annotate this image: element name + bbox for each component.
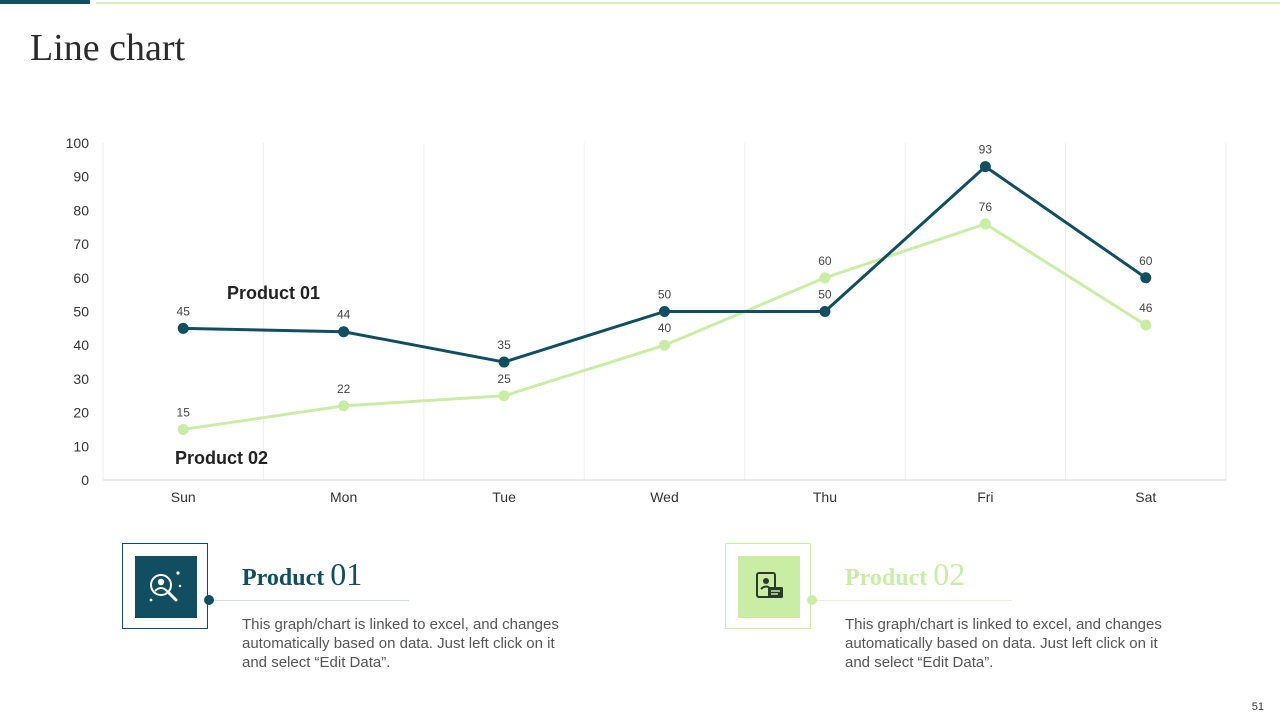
x-tick-label: Fri	[977, 489, 993, 505]
data-label: 50	[818, 288, 832, 302]
data-point	[338, 326, 350, 338]
product-01-title: Product 01	[242, 556, 363, 592]
id-card-document-icon	[738, 556, 800, 618]
y-tick-label: 70	[73, 236, 89, 252]
top-accent-line	[96, 2, 1280, 4]
data-point	[498, 390, 510, 402]
person-search-icon	[135, 556, 197, 618]
data-point	[819, 272, 831, 284]
y-tick-label: 30	[73, 371, 89, 387]
data-label: 60	[1139, 254, 1153, 268]
y-tick-label: 60	[73, 270, 89, 286]
line-chart[interactable]: 0 10 20 30 40 50 60 70 80 90 100 Sun Mon Tue Wed Thu Fri…	[0, 0, 1280, 520]
data-point	[177, 423, 189, 435]
product-01-description: This graph/chart is linked to excel, and…	[242, 616, 559, 671]
data-label: 46	[1139, 301, 1153, 315]
data-point	[1140, 272, 1152, 284]
data-point	[338, 400, 350, 412]
data-label: 22	[337, 382, 351, 396]
page-number: 51	[1251, 701, 1264, 713]
data-label: 35	[497, 338, 511, 352]
data-point	[659, 339, 670, 351]
data-point	[819, 306, 831, 317]
x-tick-label: Mon	[330, 489, 357, 505]
data-point	[1140, 319, 1152, 331]
product-02-title: Product 02	[845, 556, 966, 592]
series-label-product-02: Product 02	[175, 448, 268, 468]
y-tick-label: 100	[66, 135, 90, 151]
x-tick-label: Sat	[1135, 489, 1156, 505]
y-tick-label: 20	[73, 405, 89, 421]
data-point	[979, 161, 991, 173]
data-label: 50	[658, 288, 672, 302]
product-02-connector-dot	[807, 595, 817, 605]
data-label: 76	[979, 200, 993, 214]
x-tick-label: Thu	[813, 489, 837, 505]
product-01-connector-dot	[204, 595, 214, 605]
product-01-icon-frame	[122, 543, 208, 629]
y-tick-label: 0	[81, 472, 89, 488]
data-point	[979, 218, 991, 230]
data-point	[498, 356, 510, 368]
data-label: 40	[658, 321, 672, 335]
x-tick-label: Wed	[650, 489, 679, 505]
x-tick-label: Sun	[171, 489, 196, 505]
data-label: 25	[497, 372, 511, 386]
data-label: 44	[337, 308, 351, 322]
y-tick-label: 40	[73, 337, 89, 353]
product-02-connector	[812, 600, 1012, 601]
data-point	[177, 322, 189, 334]
top-accent-bar	[0, 0, 90, 4]
slide-title: Line chart	[30, 27, 186, 69]
product-02-description: This graph/chart is linked to excel, and…	[845, 616, 1162, 671]
data-label: 45	[177, 304, 191, 318]
y-tick-label: 50	[73, 304, 89, 320]
product-02-icon-frame	[725, 543, 811, 629]
y-tick-label: 10	[73, 438, 89, 454]
x-tick-label: Tue	[492, 489, 516, 505]
data-label: 93	[979, 143, 993, 157]
series-label-product-01: Product 01	[227, 283, 320, 303]
product-01-connector	[209, 600, 409, 601]
data-label: 15	[177, 405, 191, 419]
data-point	[659, 306, 670, 317]
y-tick-label: 90	[73, 169, 89, 185]
data-label: 60	[818, 254, 832, 268]
y-tick-label: 80	[73, 202, 89, 218]
